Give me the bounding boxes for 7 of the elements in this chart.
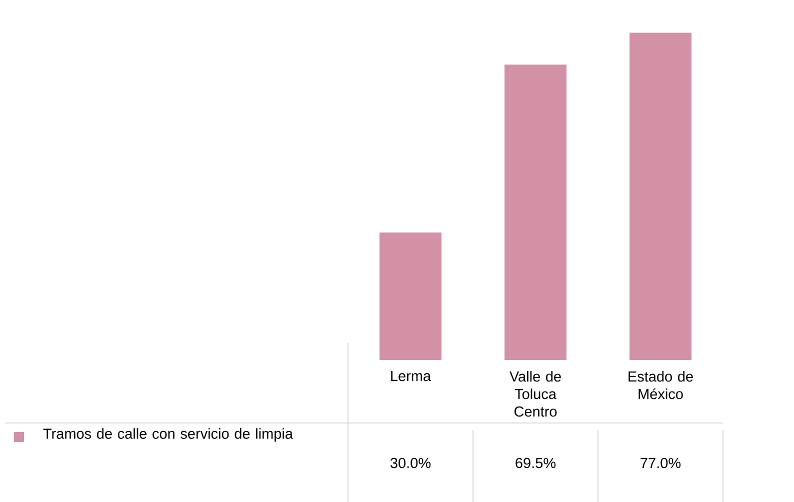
- x-tick-label: Lerma: [391, 371, 432, 382]
- data-label: 69.5%: [516, 458, 556, 468]
- legend-label: Tramos de calle con servicio de limpia: [43, 428, 293, 442]
- x-tick-label: Valle de Toluca Centro: [510, 371, 561, 417]
- data-label: 77.0%: [640, 458, 681, 468]
- x-tick-label: Estado de México: [628, 371, 693, 400]
- data-label: 30.0%: [390, 458, 431, 468]
